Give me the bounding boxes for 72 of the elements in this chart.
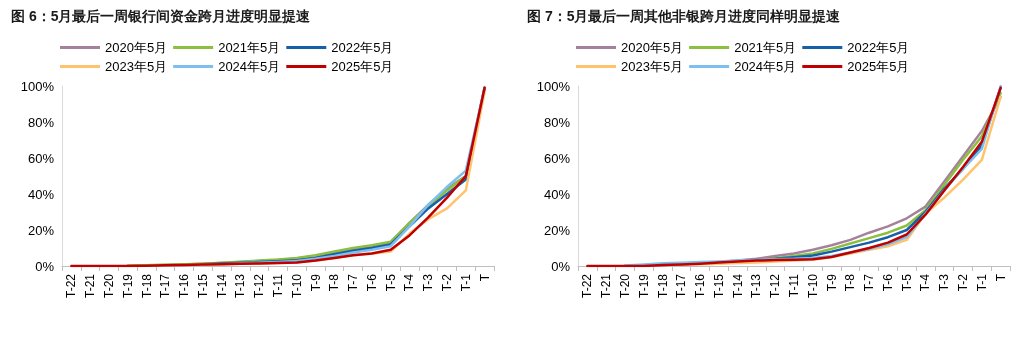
legend-label: 2025年5月 [331, 59, 394, 74]
x-tick-label: T-11 [271, 273, 285, 298]
x-tick-label: T-9 [308, 273, 323, 292]
x-tick-label: T-16 [693, 273, 708, 299]
x-tick-label: T-13 [233, 273, 248, 299]
x-tick-label: T-7 [346, 273, 361, 292]
x-tick-label: T-3 [937, 273, 952, 292]
x-tick-label: T-4 [402, 273, 417, 292]
legend-label: 2023年5月 [105, 59, 168, 74]
x-tick-label: T-20 [101, 273, 116, 299]
x-tick-label: T-18 [139, 273, 154, 299]
y-tick-label: 40% [27, 186, 55, 202]
y-tick-label: 0% [35, 258, 55, 274]
legend-label: 2024年5月 [218, 59, 281, 74]
x-tick-label: T-8 [327, 273, 342, 292]
x-tick-label: T-5 [899, 273, 914, 292]
x-tick-label: T-15 [711, 273, 726, 299]
y-tick-label: 20% [543, 222, 571, 238]
x-tick-label: T-22 [580, 273, 595, 299]
x-tick-label: T-17 [674, 273, 689, 299]
x-tick-label: T-1 [974, 273, 989, 292]
x-tick-label: T-6 [880, 273, 895, 292]
x-tick-label: T-2 [440, 273, 455, 292]
x-tick-label: T-18 [655, 273, 670, 299]
legend-label: 2021年5月 [734, 40, 797, 55]
x-tick-label: T-6 [364, 273, 379, 292]
x-tick-label: T-2 [956, 273, 971, 292]
legend-label: 2023年5月 [621, 59, 684, 74]
x-tick-label: T-20 [617, 273, 632, 299]
x-tick-label: T-3 [421, 273, 436, 292]
legend-label: 2022年5月 [847, 40, 910, 55]
x-tick-label: T-9 [824, 273, 839, 292]
x-tick-label: T-8 [843, 273, 858, 292]
x-tick-label: T-14 [214, 273, 229, 299]
x-tick-label: T-19 [636, 273, 651, 299]
x-tick-label: T-16 [177, 273, 192, 299]
legend-label: 2020年5月 [621, 40, 684, 55]
y-tick-label: 100% [20, 78, 55, 94]
legend-label: 2022年5月 [331, 40, 394, 55]
x-tick-label: T-7 [862, 273, 877, 292]
x-tick-label: T-19 [120, 273, 135, 299]
x-tick-label: T-14 [730, 273, 745, 299]
y-tick-label: 100% [536, 78, 571, 94]
x-tick-label: T-10 [805, 273, 820, 299]
x-tick-label: T-10 [289, 273, 304, 299]
y-tick-label: 80% [543, 114, 571, 130]
x-tick-label: T-17 [158, 273, 173, 299]
x-tick-label: T-15 [195, 273, 210, 299]
y-tick-label: 20% [27, 222, 55, 238]
chart-title: 图 7：5月最后一周其他非银跨月进度同样明显提速 [527, 8, 842, 24]
legend-label: 2021年5月 [218, 40, 281, 55]
y-tick-label: 40% [543, 186, 571, 202]
x-tick-label: T [477, 273, 492, 282]
x-tick-label: T-12 [768, 273, 783, 299]
x-tick-label: T-21 [83, 273, 98, 299]
x-tick-label: T-11 [787, 273, 801, 298]
x-tick-label: T-22 [64, 273, 79, 299]
x-tick-label: T [993, 273, 1008, 282]
x-tick-label: T-21 [599, 273, 614, 299]
x-tick-label: T-12 [252, 273, 267, 299]
y-tick-label: 60% [543, 150, 571, 166]
y-tick-label: 80% [27, 114, 55, 130]
x-tick-label: T-13 [749, 273, 764, 299]
y-tick-label: 60% [27, 150, 55, 166]
legend-label: 2025年5月 [847, 59, 910, 74]
y-tick-label: 0% [551, 258, 571, 274]
legend-label: 2020年5月 [105, 40, 168, 55]
x-tick-label: T-1 [458, 273, 473, 292]
x-tick-label: T-5 [383, 273, 398, 292]
legend-label: 2024年5月 [734, 59, 797, 74]
chart-title: 图 6：5月最后一周银行间资金跨月进度明显提速 [11, 8, 312, 24]
x-tick-label: T-4 [918, 273, 933, 292]
